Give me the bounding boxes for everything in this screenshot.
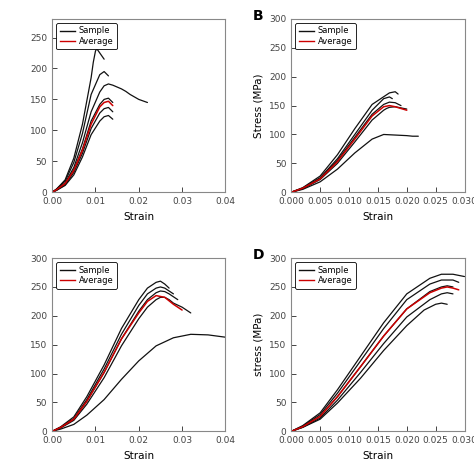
X-axis label: Strain: Strain (123, 212, 155, 222)
Text: B: B (253, 9, 264, 23)
Y-axis label: Stress (MPa): Stress (MPa) (254, 73, 264, 138)
X-axis label: Strain: Strain (362, 451, 393, 461)
Text: D: D (253, 248, 264, 262)
Legend: Sample, Average: Sample, Average (56, 262, 117, 289)
Legend: Sample, Average: Sample, Average (295, 23, 356, 49)
X-axis label: Strain: Strain (123, 451, 155, 461)
Legend: Sample, Average: Sample, Average (56, 23, 117, 49)
X-axis label: Strain: Strain (362, 212, 393, 222)
Legend: Sample, Average: Sample, Average (295, 262, 356, 289)
Y-axis label: stress (MPa): stress (MPa) (254, 313, 264, 376)
